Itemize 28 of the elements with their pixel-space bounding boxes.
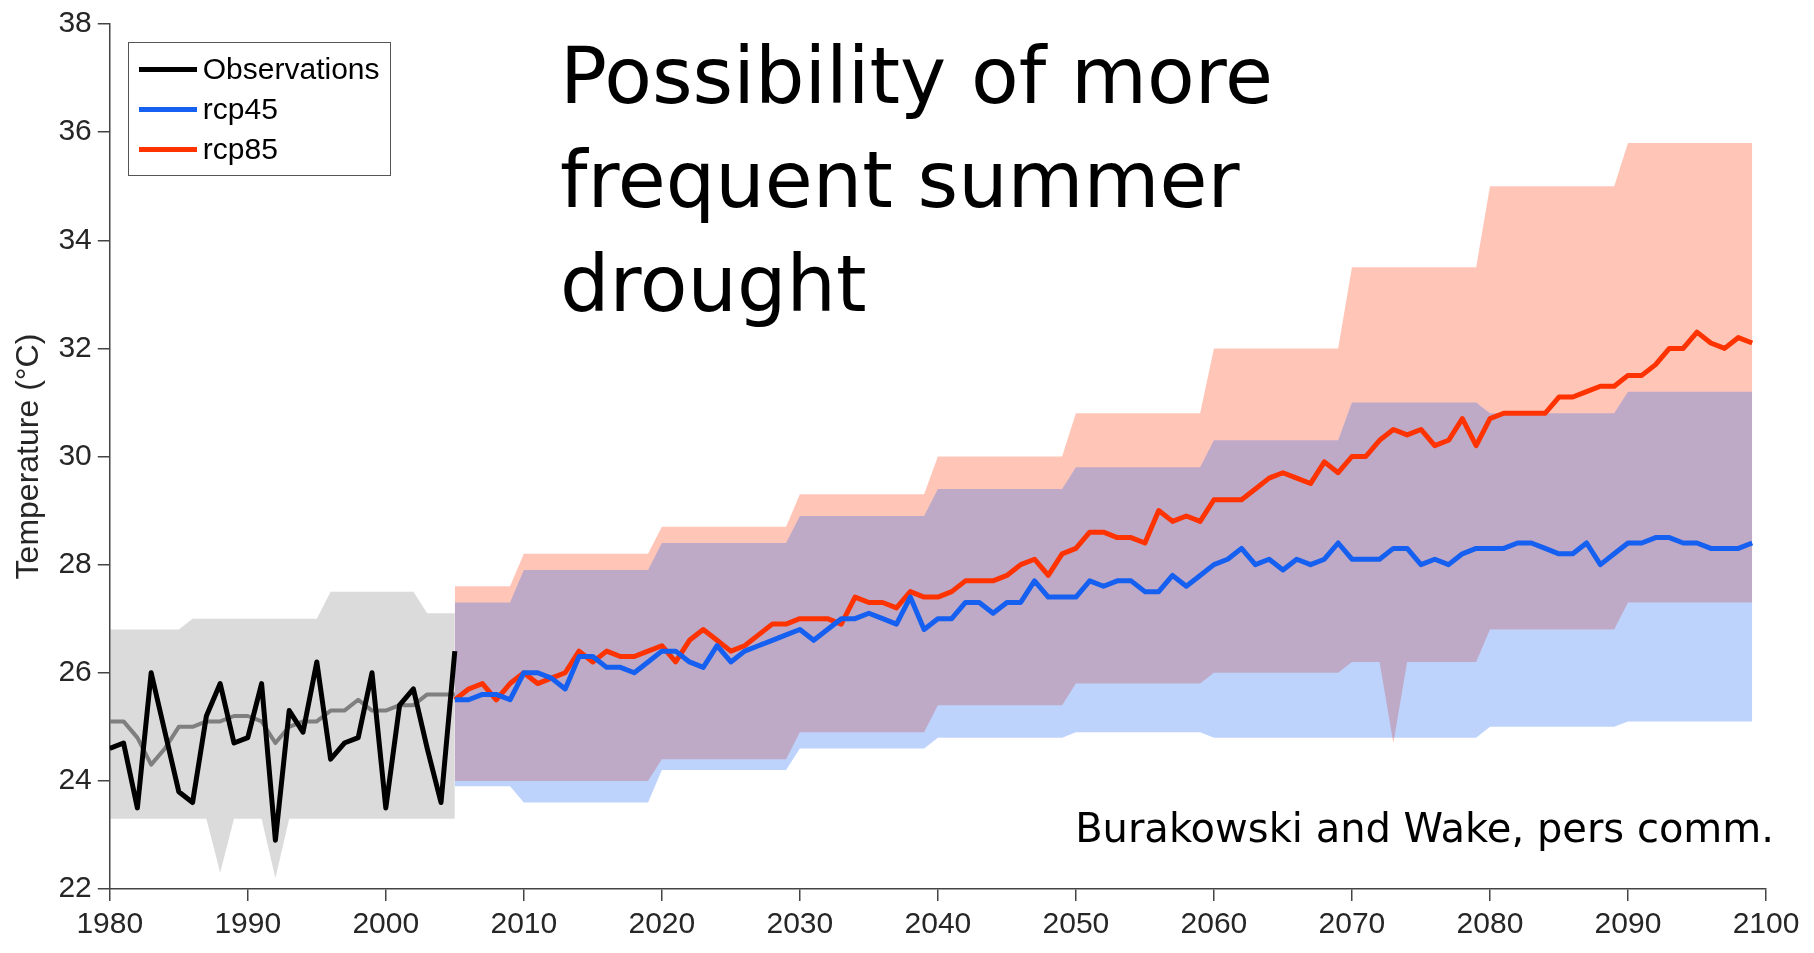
legend-label: rcp45 [202,92,278,126]
x-tick-label: 2060 [1180,906,1248,940]
y-tick-label: 34 [58,221,92,255]
y-tick-label: 32 [58,329,92,363]
x-tick-label: 2070 [1318,906,1386,940]
x-tick-label: 2020 [628,906,696,940]
x-tick-label: 2010 [490,906,558,940]
y-tick-label: 30 [58,437,92,471]
y-tick-label: 36 [58,113,92,147]
legend-label: Observations [202,52,380,86]
x-tick-label: 1980 [76,906,144,940]
x-tick-label: 2000 [352,906,420,940]
text: Possibility of more frequent summer drought [560,30,1274,331]
x-tick-label: 2040 [904,906,972,940]
x-tick-label: 2030 [766,906,834,940]
y-tick-label: 24 [58,762,92,796]
y-tick-label: 28 [58,545,92,579]
x-tick-label: 2090 [1594,906,1662,940]
x-tick-label: 1990 [214,906,282,940]
y-tick-label: 22 [58,870,92,904]
annotation: Burakowski and Wake, pers comm. [1075,805,1774,851]
x-tick-label: 2080 [1456,906,1524,940]
x-tick-label: 2050 [1042,906,1110,940]
y-axis-title: Temperature (°C) [9,333,46,580]
legend-label: rcp85 [202,132,278,166]
y-tick-label: 38 [58,5,92,39]
x-tick-label: 2100 [1732,906,1800,940]
y-tick-label: 26 [58,654,92,688]
